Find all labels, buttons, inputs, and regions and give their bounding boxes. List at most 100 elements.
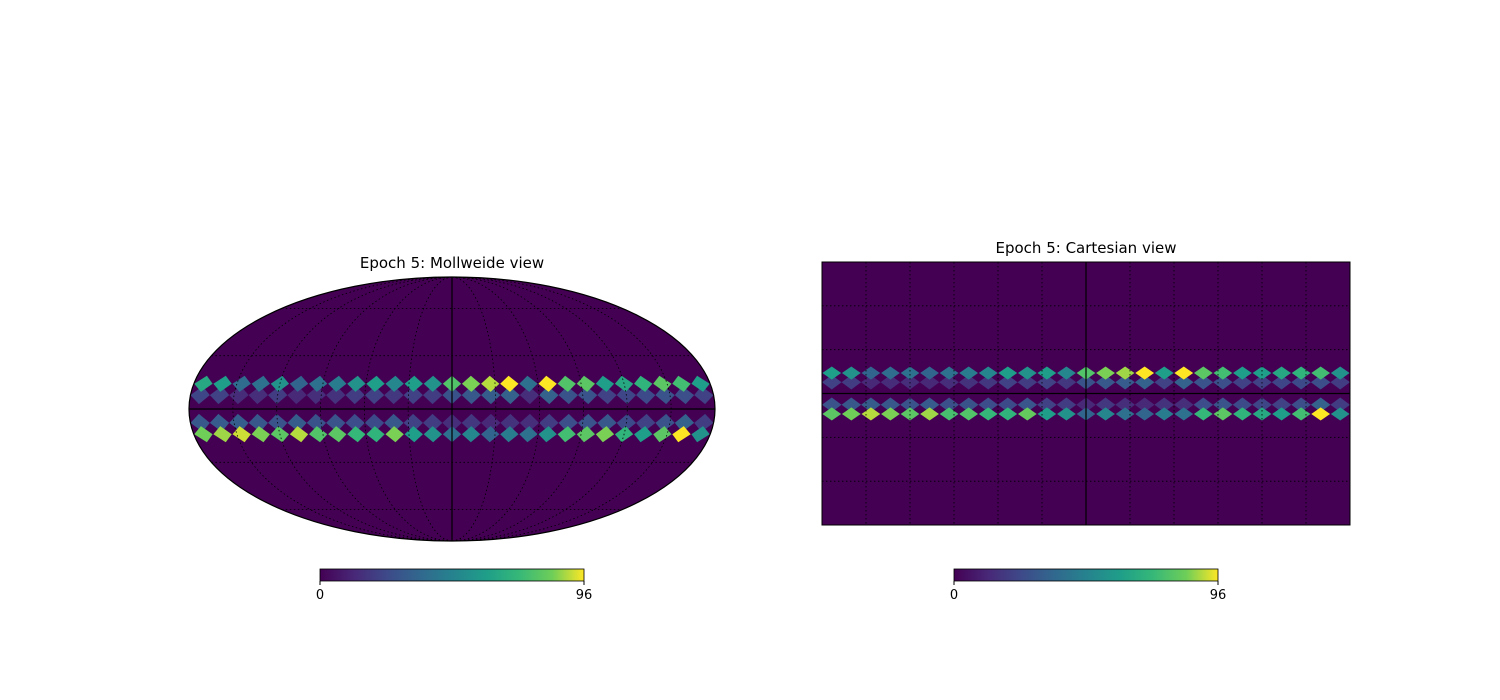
cartesian-colorbar-min-label: 0 — [950, 588, 958, 603]
mollweide-band-0-faint-cell — [345, 386, 365, 405]
cartesian-band-0-faint-cell — [1310, 374, 1331, 390]
cartesian-band-1-faint-cell — [1330, 397, 1350, 413]
mollweide-band-0-faint-cell — [209, 386, 230, 405]
mollweide-band-0-faint-cell — [558, 386, 578, 405]
mollweide-band-1-faint-cell — [674, 413, 695, 432]
cartesian-band-0-faint-cell — [1017, 374, 1038, 390]
mollweide-band-1-faint-cell — [384, 413, 404, 432]
cartesian-band-1-cell — [978, 407, 998, 421]
mollweide-band-0-cell — [557, 375, 576, 392]
mollweide-band-0-cell — [251, 375, 270, 392]
cartesian-band-0-faint-cell — [1213, 374, 1233, 390]
mollweide-colorbar-max-label: 96 — [576, 588, 593, 603]
mollweide-band-0-faint-cell — [364, 386, 385, 405]
mollweide-band-1-cell — [653, 426, 672, 443]
mollweide-band-0-cell — [289, 375, 309, 392]
cartesian-band-0-cell — [1135, 366, 1155, 380]
mollweide-band-0-faint-cell — [287, 386, 307, 405]
mollweide-band-1-cell — [423, 426, 443, 443]
cartesian-band-0-faint-cell — [841, 374, 862, 390]
cartesian-band-0-cell — [1233, 366, 1252, 380]
cartesian-band-1-faint-cell — [900, 397, 920, 413]
cartesian-band-0-faint-cell — [1115, 374, 1135, 390]
cartesian-band-1-faint-cell — [1193, 397, 1214, 413]
mollweide-meridian — [451, 277, 541, 541]
cartesian-band-0-faint-cell — [1174, 374, 1194, 390]
cartesian-band-1-cell — [1154, 407, 1174, 421]
mollweide-band-0-cell — [634, 375, 653, 392]
mollweide-band-0-cell — [653, 375, 672, 392]
cartesian-title: Epoch 5: Cartesian view — [996, 239, 1177, 257]
cartesian-band-1-cell — [900, 407, 920, 421]
cartesian-band-0-cell — [998, 366, 1018, 380]
cartesian-band-0-cell — [1213, 366, 1233, 380]
mollweide-band-1-cell — [538, 426, 557, 443]
cartesian-band-1-cell — [1272, 407, 1291, 421]
cartesian-band-1-faint-cell — [822, 397, 842, 413]
mollweide-band-1-faint-cell — [597, 413, 617, 432]
cartesian-band-0-faint-cell — [1193, 374, 1214, 390]
mollweide-band-0-cell — [595, 375, 615, 392]
mollweide-band-1-faint-cell — [229, 413, 249, 432]
cartesian-band-0-faint-cell — [1330, 374, 1350, 390]
mollweide-band-0-faint-cell — [500, 386, 520, 405]
mollweide-band-1-faint-cell — [364, 413, 385, 432]
cartesian-band-1-faint-cell — [998, 397, 1018, 413]
cartesian-band-0-faint-cell — [919, 374, 940, 390]
mollweide-band-0-faint-cell — [539, 386, 559, 405]
cartesian-band-0-cell — [881, 366, 900, 380]
mollweide-band-0-faint-cell — [422, 386, 443, 405]
mollweide-band-1-faint-cell — [694, 413, 714, 432]
mollweide-band-1-faint-cell — [655, 413, 675, 432]
cartesian-band-1-faint-cell — [1037, 397, 1057, 413]
mollweide-band-1-cell — [691, 426, 710, 443]
mollweide-band-1-faint-cell — [500, 413, 520, 432]
mollweide-band-1-cell — [232, 426, 251, 443]
cartesian-band-0-faint-cell — [939, 374, 959, 390]
mollweide-band-1-cell — [634, 426, 653, 443]
mollweide-band-1-faint-cell — [558, 413, 578, 432]
mollweide-band-0-cell — [538, 375, 557, 392]
mollweide-band-1-faint-cell — [248, 413, 268, 432]
mollweide-band-0-faint-cell — [694, 386, 714, 405]
cartesian-band-1-cell — [1233, 407, 1252, 421]
mollweide-band-0-cell — [347, 375, 366, 392]
cartesian-panel: Epoch 5: Cartesian view 0 96 — [821, 239, 1351, 603]
mollweide-band-0-faint-cell — [384, 386, 404, 405]
mollweide-band-0-faint-cell — [248, 386, 268, 405]
cartesian-band-1-cell — [1330, 407, 1350, 421]
mollweide-band-0-cell — [328, 375, 347, 392]
cartesian-map-cells — [822, 366, 1350, 421]
mollweide-band-1-cell — [347, 426, 366, 443]
mollweide-band-1-faint-cell — [209, 413, 230, 432]
cartesian-band-1-faint-cell — [1115, 397, 1135, 413]
cartesian-band-0-cell — [861, 366, 881, 380]
cartesian-band-0-cell — [920, 366, 939, 380]
cartesian-graticule — [822, 262, 1350, 525]
mollweide-band-1-cell — [500, 426, 519, 443]
cartesian-band-0-faint-cell — [880, 374, 901, 390]
cartesian-band-1-cell — [822, 407, 842, 421]
cartesian-band-1-cell — [1057, 407, 1076, 421]
mollweide-band-0-cell — [366, 375, 385, 392]
mollweide-band-1-cell — [194, 426, 213, 443]
mollweide-band-0-cell — [404, 375, 423, 392]
cartesian-band-1-cell — [1252, 407, 1272, 421]
cartesian-band-1-faint-cell — [919, 397, 940, 413]
mollweide-colorbar — [319, 568, 585, 582]
mollweide-band-0-faint-cell — [461, 386, 482, 405]
mollweide-band-1-faint-cell — [422, 413, 443, 432]
cartesian-band-0-faint-cell — [1095, 374, 1116, 390]
mollweide-band-0-faint-cell — [306, 386, 327, 405]
mollweide-band-1-cell — [481, 426, 500, 443]
mollweide-band-1-cell — [672, 426, 691, 443]
cartesian-band-1-faint-cell — [1056, 397, 1077, 413]
cartesian-band-0-faint-cell — [1271, 374, 1292, 390]
mollweide-band-1-faint-cell — [326, 413, 346, 432]
mollweide-band-0-cell — [519, 375, 538, 392]
mollweide-band-1-faint-cell — [190, 413, 210, 432]
mollweide-band-0-cell — [423, 375, 443, 392]
mollweide-meridian — [232, 277, 453, 541]
cartesian-band-0-cell — [1174, 366, 1194, 380]
cartesian-band-1-faint-cell — [978, 397, 998, 413]
